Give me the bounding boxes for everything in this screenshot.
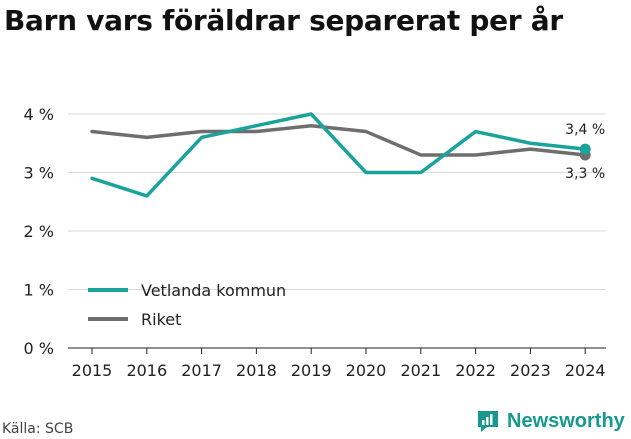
series-end-point-vetlanda [579, 143, 591, 155]
newsworthy-logo-icon [478, 411, 498, 432]
x-tick-label: 2019 [291, 361, 332, 380]
x-tick-label: 2024 [565, 361, 606, 380]
grid-lines [68, 113, 606, 349]
series-lines [90, 112, 591, 198]
legend-label: Riket [141, 310, 181, 329]
x-tick-label: 2018 [236, 361, 277, 380]
x-axis: 2015 2016 2017 2018 2019 2020 2021 2022 2023 2024 [72, 348, 606, 380]
x-tick-label: 2020 [346, 361, 387, 380]
x-tick-label: 2021 [400, 361, 441, 380]
series-line-vetlanda [90, 112, 587, 198]
y-tick-label: 2 % [24, 222, 54, 241]
page-title: Barn vars föräldrar separerat per år [4, 4, 563, 37]
end-label-vetlanda: 3,4 % [565, 122, 605, 138]
y-tick-label: 0 % [24, 339, 54, 358]
x-tick-label: 2015 [72, 361, 113, 380]
y-tick-label: 1 % [24, 281, 54, 300]
y-tick-label: 3 % [24, 164, 54, 183]
x-tick-label: 2017 [181, 361, 222, 380]
x-tick-label: 2022 [455, 361, 496, 380]
legend: Vetlanda kommun Riket [88, 281, 286, 329]
brand-name: Newsworthy [507, 409, 625, 432]
x-tick-label: 2016 [126, 361, 167, 380]
y-axis-ticks: 0 % 1 % 2 % 3 % 4 % [24, 105, 54, 358]
legend-label: Vetlanda kommun [141, 281, 286, 300]
end-labels: 3,4 % 3,3 % [565, 122, 605, 182]
y-tick-label: 4 % [24, 105, 54, 124]
brand-logo: Newsworthy [475, 408, 625, 434]
series-line-riket [90, 123, 587, 157]
x-tick-label: 2023 [510, 361, 551, 380]
source-text: Källa: SCB [2, 421, 74, 437]
end-label-riket: 3,3 % [565, 166, 605, 182]
